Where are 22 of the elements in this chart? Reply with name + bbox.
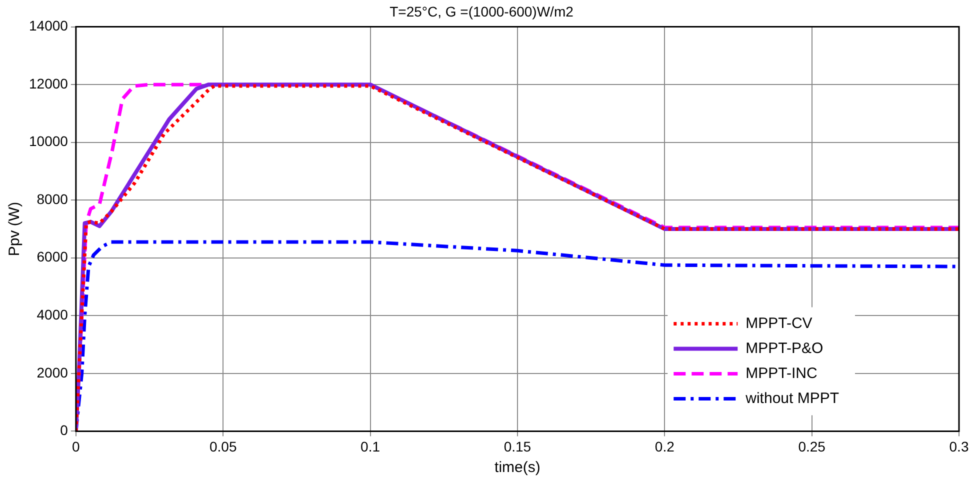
x-axis-title: time(s) xyxy=(494,459,540,476)
y-tick-label: 14000 xyxy=(28,18,68,34)
legend-label: MPPT-INC xyxy=(746,364,818,382)
y-tick-label: 0 xyxy=(60,422,68,438)
y-tick-label: 6000 xyxy=(36,248,68,265)
x-tick-label: 0.3 xyxy=(949,438,969,454)
y-tick-label: 10000 xyxy=(28,133,68,150)
y-tick-label: 12000 xyxy=(28,75,68,92)
x-tick-label: 0.05 xyxy=(209,438,237,454)
x-tick-label: 0.1 xyxy=(360,438,380,454)
legend-label: without MPPT xyxy=(744,390,840,407)
x-tick-label: 0.25 xyxy=(798,438,826,454)
y-tick-label: 4000 xyxy=(36,306,68,323)
x-tick-label: 0 xyxy=(72,438,80,454)
y-tick-label: 2000 xyxy=(36,364,68,380)
legend-label: MPPT-CV xyxy=(746,314,812,332)
legend-label: MPPT-P&O xyxy=(746,340,824,357)
y-axis-title: Ppv (W) xyxy=(6,202,24,256)
x-tick-label: 0.2 xyxy=(654,438,675,454)
y-tick-label: 8000 xyxy=(36,190,68,207)
x-tick-label: 0.15 xyxy=(504,438,532,454)
chart-title: T=25°C, G =(1000-600)W/m2 xyxy=(390,3,574,20)
